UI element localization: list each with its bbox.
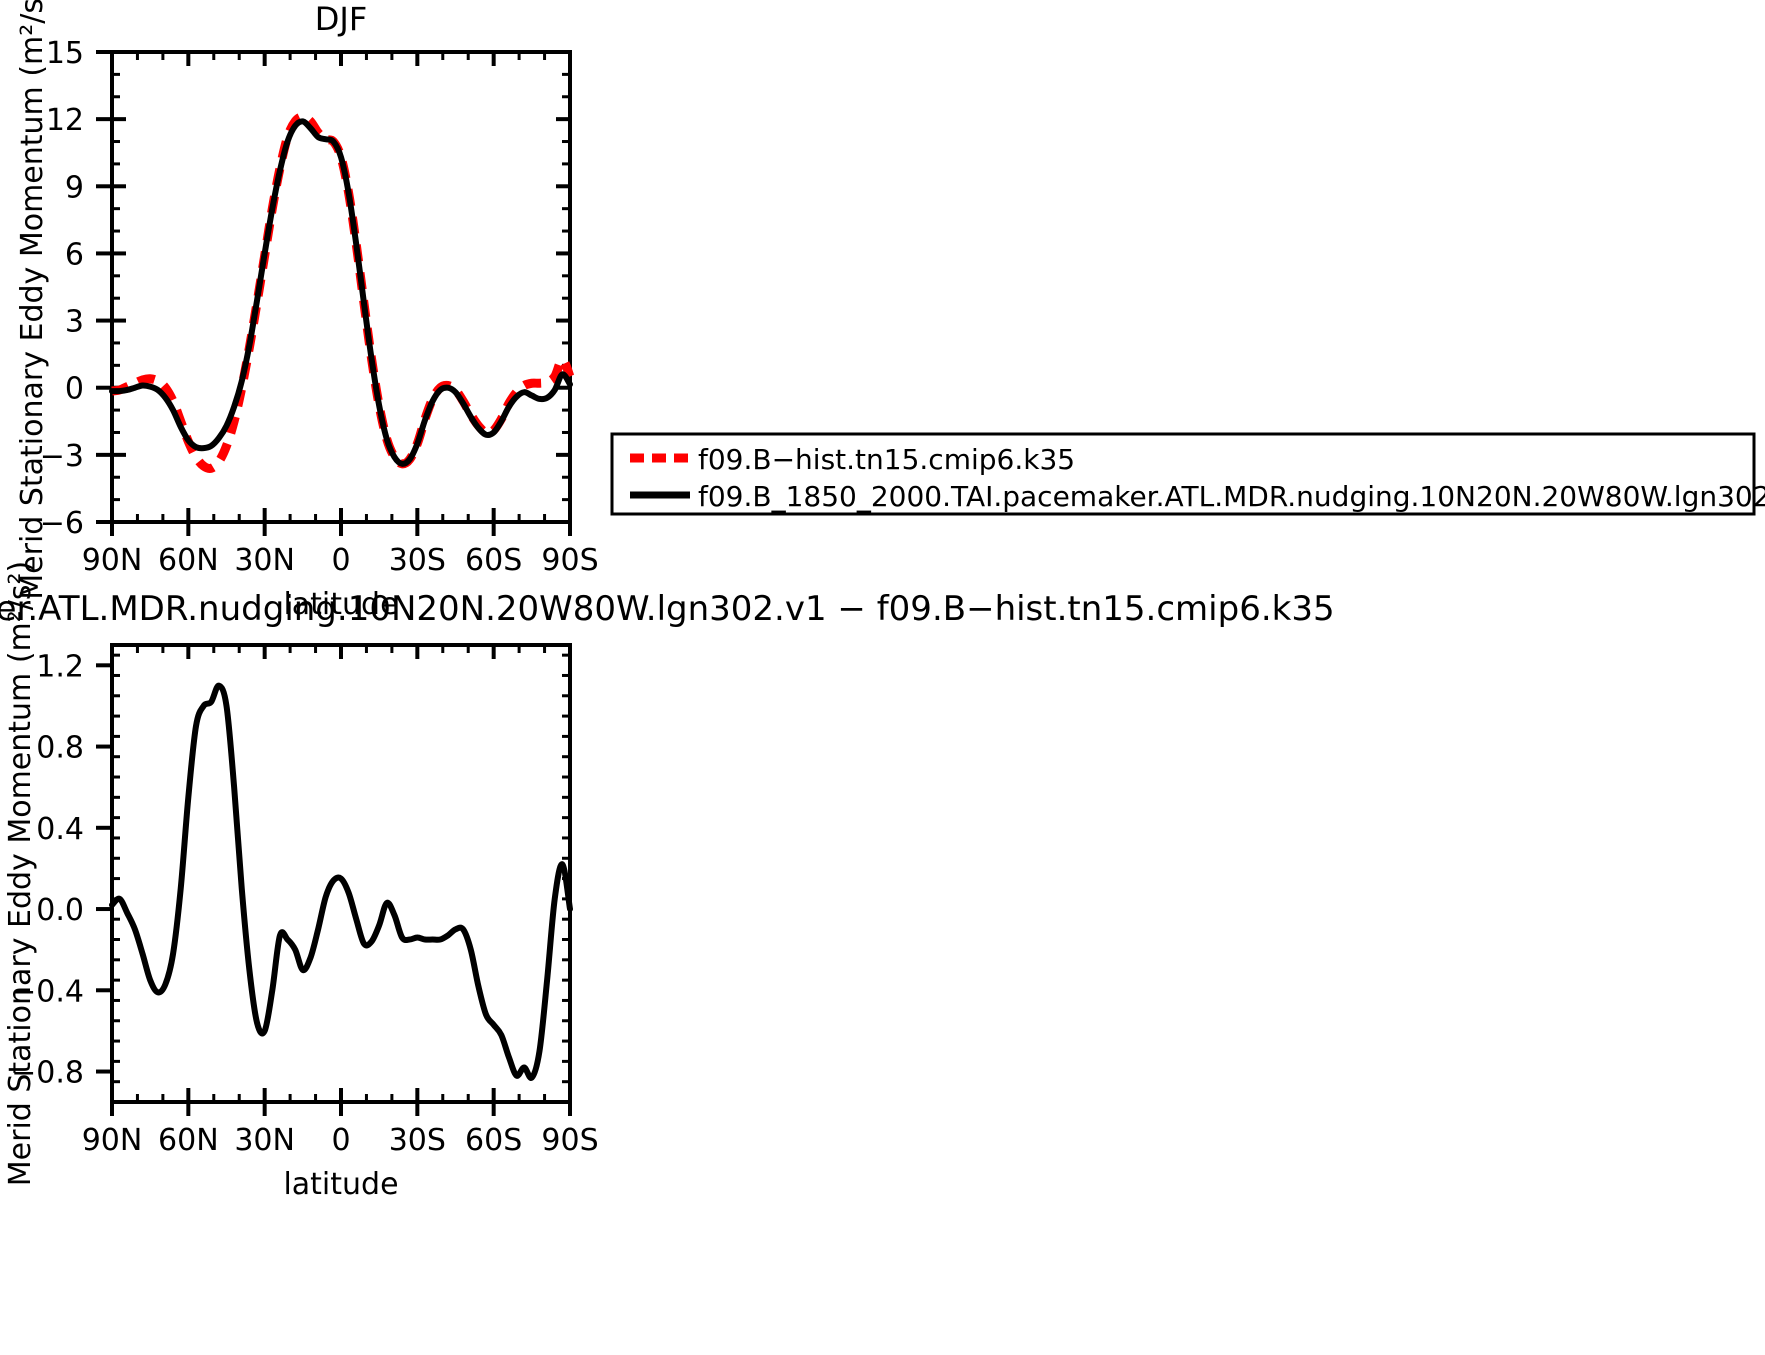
bottom-panel: 1.2 0.8 0.4 0.0 −0.4 −0.8 90N 60N 30N 0 30S 60S 90S l… [0, 561, 1335, 1202]
series-line-0 [109, 682, 573, 1081]
y-tick-label: 6 [65, 237, 84, 272]
x-tick-label: 90N [82, 543, 143, 578]
x-tick-label: 60N [158, 543, 219, 578]
x-tick-label: 60S [465, 543, 522, 578]
x-tick-label: 30N [234, 1123, 295, 1158]
y-tick-label: −6 [40, 506, 84, 541]
x-tick-label: 90S [541, 543, 598, 578]
bottom-panel-ylabel: Merid Stationary Eddy Momentum (m²/s²) [3, 561, 38, 1186]
legend-label-1: f09.B_1850_2000.TAI.pacemaker.ATL.MDR.nu… [698, 480, 1765, 513]
bottom-panel-title: ‹er.ATL.MDR.nudging.10N20N.20W80W.lgn302… [0, 589, 1335, 629]
y-tick-label: 0.4 [36, 812, 84, 847]
y-tick-label: 12 [46, 103, 84, 138]
top-panel-frame [110, 50, 572, 524]
series-line-1 [109, 118, 573, 467]
x-tick-label: 30S [389, 543, 446, 578]
x-tick-label: 60N [158, 1123, 219, 1158]
legend-label-0: f09.B−hist.tn15.cmip6.k35 [698, 443, 1075, 476]
top-panel-title: DJF [315, 0, 367, 38]
legend-box [610, 432, 1756, 516]
y-tick-label: 0 [65, 372, 84, 407]
y-tick-label: −0.8 [11, 1056, 84, 1091]
y-tick-label: 0.0 [36, 893, 84, 928]
legend: f09.B−hist.tn15.cmip6.k35 f09.B_1850_2000… [610, 432, 1765, 516]
y-tick-label: 9 [65, 170, 84, 205]
y-tick-label: −3 [40, 439, 84, 474]
top-panel-xlabel: latitude [283, 587, 398, 622]
y-tick-label: 15 [46, 36, 84, 71]
y-tick-label: 0.8 [36, 731, 84, 766]
x-tick-label: 60S [465, 1123, 522, 1158]
y-tick-label: 3 [65, 305, 84, 340]
x-tick-label: 30N [234, 543, 295, 578]
x-tick-label: 0 [331, 543, 350, 578]
x-tick-label: 0 [331, 1123, 350, 1158]
y-tick-label: −0.4 [11, 974, 84, 1009]
y-tick-label: 1.2 [36, 649, 84, 684]
x-tick-label: 90N [82, 1123, 143, 1158]
x-tick-label: 90S [541, 1123, 598, 1158]
bottom-panel-xlabel: latitude [283, 1167, 398, 1202]
top-panel-ylabel: Merid Stationary Eddy Momentum (m²/s²) [15, 0, 50, 600]
x-tick-label: 30S [389, 1123, 446, 1158]
